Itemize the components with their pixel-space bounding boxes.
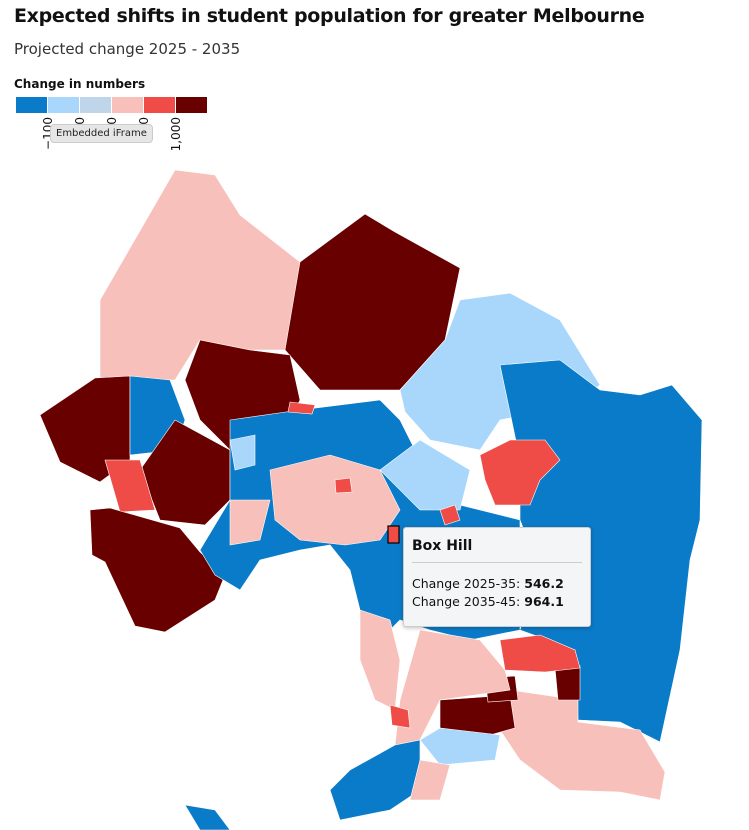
region (229, 434, 256, 471)
title: Expected shifts in student population fo… (14, 5, 645, 27)
legend-title: Change in numbers (14, 77, 146, 91)
region (499, 689, 666, 801)
legend-label: 1,000 (169, 117, 183, 151)
regions (39, 169, 703, 830)
region (334, 477, 353, 494)
region (419, 727, 501, 766)
legend-swatch (176, 97, 207, 113)
region (269, 454, 401, 546)
subtitle: Projected change 2025 - 2035 (14, 40, 241, 58)
tooltip-row: Change 2035-45: 964.1 (412, 593, 582, 611)
tooltip-label: Change 2025-35: (412, 576, 521, 591)
legend-label: 0 (73, 117, 87, 125)
tooltip-label: Change 2035-45: (412, 594, 521, 609)
region (554, 665, 581, 701)
region (439, 504, 461, 526)
region (184, 804, 231, 830)
region (479, 439, 561, 506)
region (287, 401, 316, 415)
region (389, 704, 411, 729)
legend-label: 0 (137, 117, 151, 125)
legend-swatch (16, 97, 47, 113)
tooltip-value: 546.2 (524, 576, 564, 591)
tooltip-title: Box Hill (412, 534, 582, 563)
region (329, 739, 421, 821)
region-highlight (387, 525, 400, 544)
region (379, 439, 471, 511)
region (89, 507, 226, 633)
tooltip-row: Change 2025-35: 546.2 (412, 575, 582, 593)
tooltip: Box Hill Change 2025-35: 546.2 Change 20… (403, 527, 591, 627)
region (409, 759, 451, 801)
legend-swatch (48, 97, 79, 113)
region (229, 499, 271, 546)
legend-swatch (144, 97, 175, 113)
legend-swatch (112, 97, 143, 113)
region (104, 459, 156, 513)
embed-tooltip: Embedded iFrame (50, 124, 153, 143)
tooltip-value: 964.1 (524, 594, 564, 609)
legend-label: 0 (105, 117, 119, 125)
legend-swatch (80, 97, 111, 113)
